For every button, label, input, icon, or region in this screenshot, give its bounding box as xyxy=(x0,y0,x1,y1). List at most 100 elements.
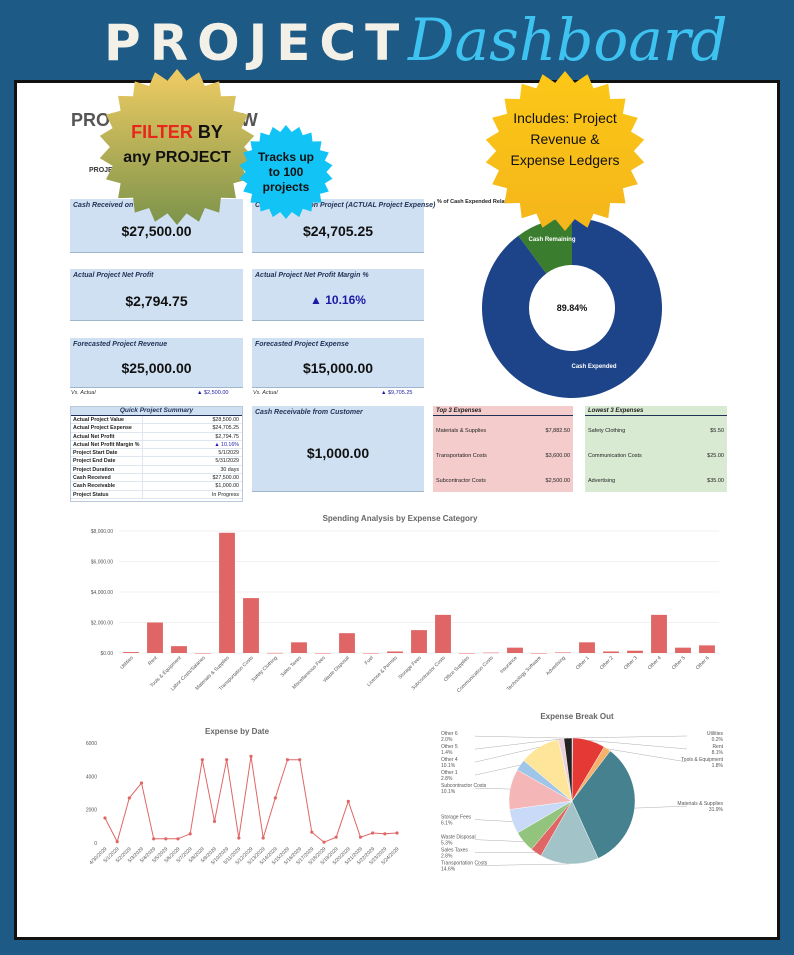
data-point xyxy=(322,840,326,844)
pie-slice xyxy=(563,737,573,802)
expense-amount: $3,600.00 xyxy=(545,453,570,459)
filter-badge: FILTER BY any PROJECT xyxy=(98,68,256,226)
data-point xyxy=(115,840,119,844)
low3-title: Lowest 3 Expenses xyxy=(585,406,727,416)
bar xyxy=(147,622,163,653)
summary-title: Quick Project Summary xyxy=(71,407,242,416)
expense-name: Communication Costs xyxy=(588,453,642,459)
summary-key: Cash Received xyxy=(71,474,143,482)
bar-chart-title: Spending Analysis by Expense Category xyxy=(322,514,478,523)
top3-title: Top 3 Expenses xyxy=(433,406,573,416)
data-point xyxy=(200,758,204,762)
summary-row: Project End Date 5/31/2029 xyxy=(71,457,242,466)
data-point xyxy=(237,836,241,840)
line-chart-title: Expense by Date xyxy=(204,727,270,736)
pie-label: Rent xyxy=(712,744,723,750)
pie-label: Other 1 xyxy=(441,770,458,776)
y-tick-label: 0 xyxy=(94,841,97,847)
x-tick-label: Other 1 xyxy=(575,655,591,671)
badge-filter-by: BY xyxy=(197,122,223,142)
kpi-value: $1,000.00 xyxy=(306,445,370,461)
bar xyxy=(483,652,499,654)
pie-label: Transportation Costs xyxy=(441,861,488,867)
data-point xyxy=(383,832,387,836)
pie-pct: 5.3% xyxy=(441,841,453,847)
bar xyxy=(123,652,139,653)
summary-key: Actual Project Value xyxy=(71,416,143,424)
kpi-value: $24,705.25 xyxy=(302,223,374,239)
data-point xyxy=(225,758,229,762)
data-point xyxy=(298,758,302,762)
bar xyxy=(579,642,595,653)
summary-value: In Progress xyxy=(211,491,239,498)
pie-label: Utilities xyxy=(707,731,724,737)
bar xyxy=(507,647,523,653)
bar xyxy=(267,652,283,654)
bar xyxy=(363,653,379,654)
leader-line xyxy=(474,839,524,842)
pie-pct: 6.1% xyxy=(441,821,453,827)
kpi-label: Cash Receivable from Customer xyxy=(255,409,363,416)
data-point xyxy=(371,831,375,835)
summary-value: ▲ 10.16% xyxy=(214,441,239,448)
pie-pct: 10.1% xyxy=(441,763,456,769)
bar xyxy=(435,614,451,653)
pie-pct: 2.8% xyxy=(441,776,453,782)
project-filter-label[interactable]: PROJECT xyxy=(89,167,123,174)
series-line xyxy=(104,756,398,844)
kpi-forecast-expense: Forecasted Project Expense $15,000.00 xyxy=(252,338,424,388)
badge-filter-word: FILTER xyxy=(131,122,193,142)
donut-center-value: 89.84% xyxy=(557,303,588,313)
pie-label: Other 6 xyxy=(441,731,458,737)
dashboard-sheet: PROJECT OVERVIEW PROJECT Cash Received o… xyxy=(14,80,780,940)
expense-row: Subcontractor Costs $2,500.00 xyxy=(436,478,570,484)
summary-value: $28,500.00 xyxy=(212,417,239,423)
data-point xyxy=(127,796,131,800)
bar xyxy=(699,645,715,653)
data-point xyxy=(310,830,314,834)
kpi-value: ▲ 10.16% xyxy=(310,293,366,307)
summary-value: $24,705.25 xyxy=(212,425,239,432)
pie-pct: 8.1% xyxy=(712,750,724,756)
pie-label: Tools & Equipment xyxy=(681,757,723,763)
summary-row: Actual Project Expense $24,705.25 xyxy=(71,424,242,433)
leader-line xyxy=(474,735,568,739)
data-point xyxy=(152,837,156,841)
bar xyxy=(531,653,547,654)
y-tick-label: $8,000.00 xyxy=(91,529,113,535)
kpi-value: $15,000.00 xyxy=(302,360,374,376)
pie-slice xyxy=(540,800,599,865)
y-tick-label: $0.00 xyxy=(100,651,113,657)
summary-row: Project Start Date 5/1/2029 xyxy=(71,449,242,458)
pie-pct: 2.0% xyxy=(441,737,453,743)
badge-filter-line2: any PROJECT xyxy=(123,149,231,166)
bar xyxy=(195,653,211,654)
kpi-value: $27,500.00 xyxy=(121,223,192,239)
kpi-receivable: Cash Receivable from Customer $1,000.00 xyxy=(252,406,424,492)
summary-row: Cash Received $27,500.00 xyxy=(71,474,242,483)
banner: PROJECT Dashboard xyxy=(0,0,794,80)
pie-label: Storage Fees xyxy=(441,815,472,821)
bar xyxy=(411,630,427,653)
top-3-expenses: Top 3 Expenses Materials & Supplies $7,88… xyxy=(433,406,573,492)
expense-amount: $35.00 xyxy=(707,478,724,484)
bar xyxy=(603,651,619,653)
pie-pct: 0.2% xyxy=(712,737,724,743)
expense-amount: $2,500.00 xyxy=(545,478,570,484)
bar xyxy=(339,633,355,653)
pie-label: Waste Disposal xyxy=(441,835,476,841)
spending-bar-chart: $0.00 $2,000.00 $4,000.00 $6,000.00 $8,000.0… xyxy=(91,529,719,694)
banner-word-dashboard: Dashboard xyxy=(408,6,728,74)
pie-pct: 31.9% xyxy=(709,807,724,813)
lowest-3-expenses: Lowest 3 Expenses Safety Clothing $5.50 Co… xyxy=(585,406,727,492)
x-tick-label: Insurance xyxy=(499,655,519,675)
expense-row: Communication Costs $25.00 xyxy=(588,453,724,459)
data-point xyxy=(261,836,265,840)
x-tick-label: Utilities xyxy=(119,655,135,671)
expense-amount: $25.00 xyxy=(707,453,724,459)
x-tick-label: Other 5 xyxy=(671,655,687,671)
y-tick-label: $2,000.00 xyxy=(91,621,113,627)
summary-key: Project Duration xyxy=(71,465,143,474)
bar xyxy=(555,652,571,653)
